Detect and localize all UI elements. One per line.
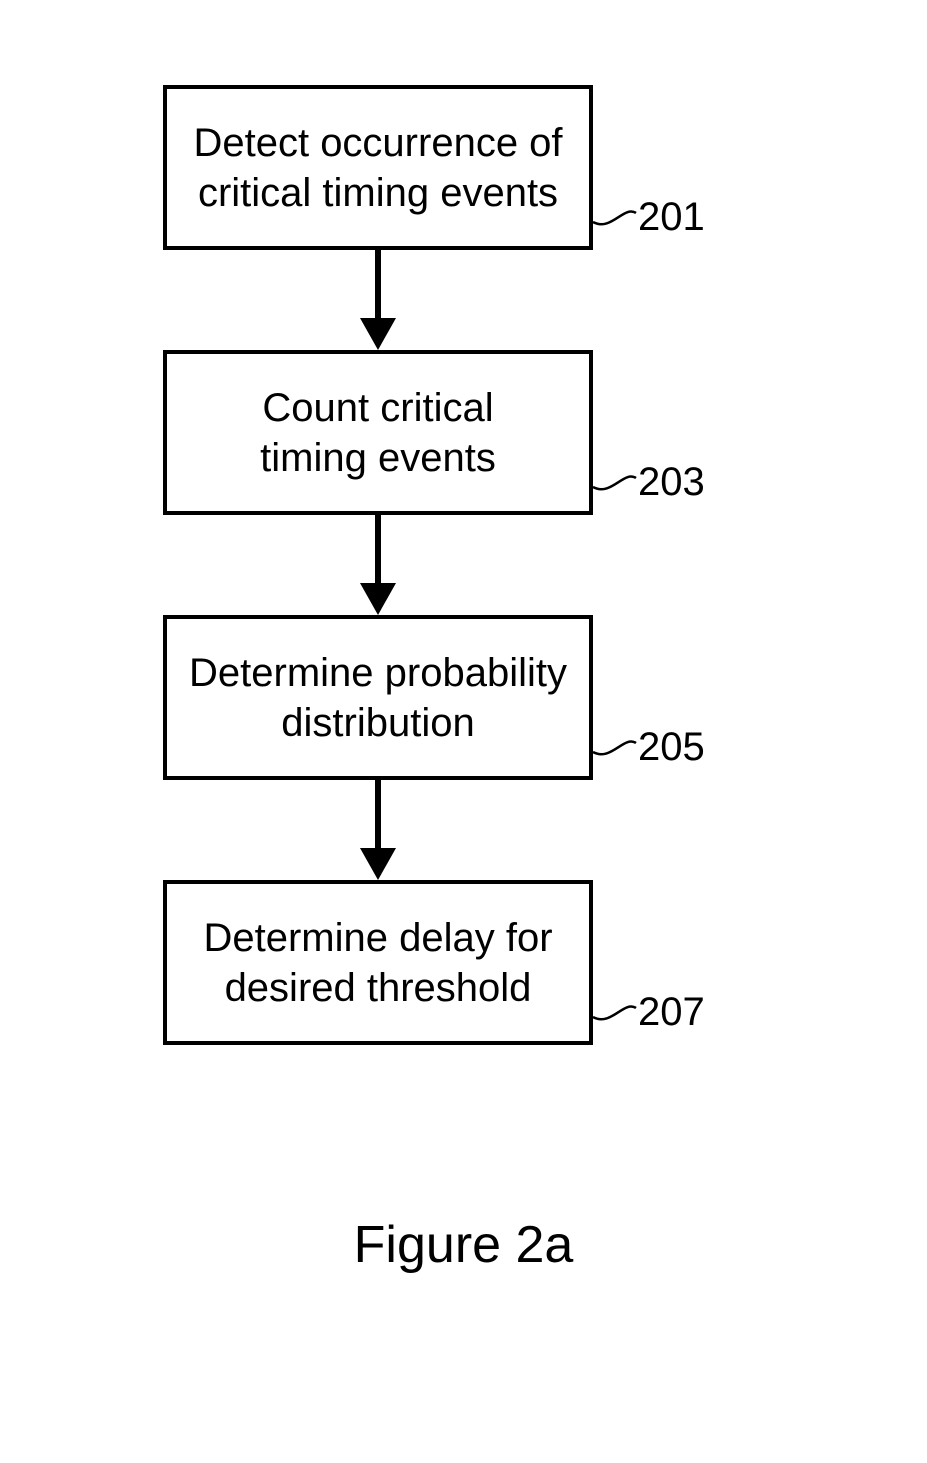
figure-caption: Figure 2a: [0, 1215, 927, 1275]
flowchart-canvas: Detect occurrence of critical timing eve…: [0, 0, 927, 1463]
